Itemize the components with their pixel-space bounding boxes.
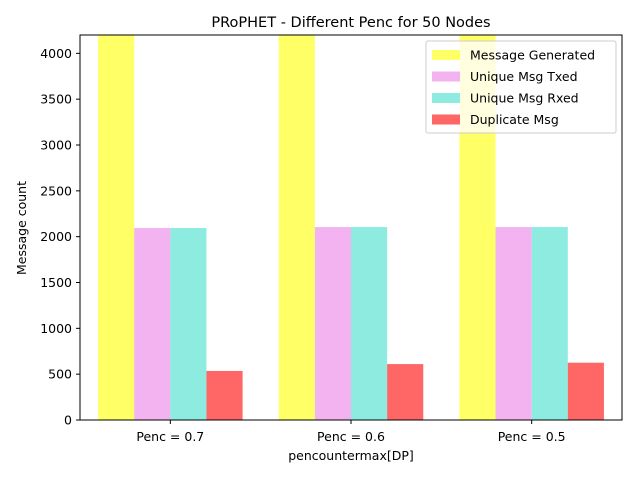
y-tick-label: 500 — [48, 367, 72, 382]
bar-duplicate-msg-2 — [387, 364, 424, 420]
bar-message-generated-1 — [98, 35, 135, 420]
x-tick-label: Penc = 0.6 — [317, 429, 385, 444]
x-tick-label: Penc = 0.7 — [136, 429, 204, 444]
y-axis-label: Message count — [14, 181, 29, 275]
legend-swatch — [432, 93, 460, 103]
legend-box — [425, 40, 617, 134]
legend-label: Message Generated — [470, 48, 595, 63]
bar-unique-msg-txed-3 — [495, 227, 532, 420]
y-tick-label: 3000 — [40, 138, 72, 153]
bar-duplicate-msg-3 — [567, 362, 604, 420]
legend: Message Generated Unique Msg Txed Unique M… — [425, 40, 617, 134]
y-tick-label: 2000 — [40, 229, 72, 244]
legend-label: Unique Msg Txed — [470, 69, 578, 84]
bar-unique-msg-txed-2 — [314, 227, 351, 420]
y-tick-label: 1500 — [40, 275, 72, 290]
bar-unique-msg-txed-1 — [134, 227, 171, 420]
x-axis-label: pencountermax[DP] — [288, 448, 414, 463]
bar-duplicate-msg-1 — [206, 370, 243, 420]
legend-swatch — [432, 114, 460, 125]
y-tick-label: 2500 — [40, 183, 72, 198]
axes-group: Penc = 0.7 Penc = 0.6 Penc = 0.5 0 500 1000 15… — [40, 34, 623, 444]
y-tick-label: 0 — [64, 413, 72, 428]
bar-unique-msg-rxed-3 — [531, 227, 568, 420]
bar-unique-msg-rxed-1 — [170, 227, 207, 420]
y-tick-label: 1000 — [40, 321, 72, 336]
bar-message-generated-2 — [278, 35, 315, 420]
chart-title: PRoPHET - Different Penc for 50 Nodes — [211, 15, 490, 31]
legend-label: Duplicate Msg — [470, 112, 559, 127]
y-tick-label: 3500 — [40, 92, 72, 107]
legend-swatch — [432, 50, 460, 60]
bar-unique-msg-rxed-2 — [351, 227, 388, 420]
x-tick-label: Penc = 0.5 — [498, 429, 566, 444]
plot-frame — [79, 34, 623, 421]
legend-label: Unique Msg Rxed — [470, 91, 579, 106]
legend-swatch — [432, 71, 460, 82]
y-tick-label: 4000 — [40, 46, 72, 61]
